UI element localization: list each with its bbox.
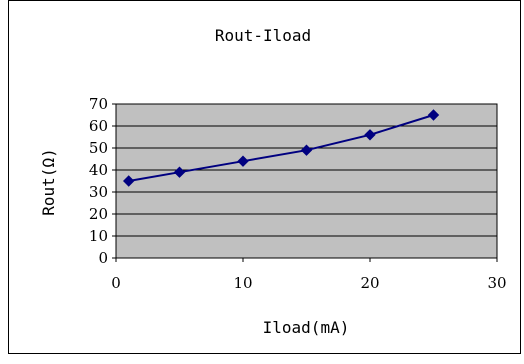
data-point — [427, 109, 440, 121]
data-point — [173, 166, 186, 178]
x-axis-label: Iload(mA) — [263, 318, 350, 337]
x-tick-label: 10 — [233, 274, 252, 292]
y-tick-label: 50 — [89, 139, 108, 157]
data-point — [364, 129, 376, 141]
data-point — [300, 144, 313, 156]
y-tick-label: 10 — [89, 227, 108, 245]
data-point — [122, 175, 135, 187]
y-tick-label: 0 — [98, 249, 108, 267]
y-tick-label: 40 — [89, 161, 108, 179]
series-line-0 — [128, 114, 434, 182]
y-tick-label: 60 — [89, 117, 108, 135]
y-tick-label: 30 — [89, 183, 108, 201]
chart-title: Rout-Iload — [215, 26, 311, 45]
y-axis-label: Rout(Ω) — [39, 148, 58, 215]
x-tick-labels: 0 10 20 30 — [111, 258, 507, 292]
x-tick-label: 30 — [487, 274, 506, 292]
plot-area — [115, 103, 498, 259]
y-tick-label: 20 — [89, 205, 108, 223]
x-tick-label: 0 — [111, 274, 121, 292]
x-tick-label: 20 — [360, 274, 379, 292]
data-point — [237, 155, 249, 167]
y-tick-labels: 0 10 20 30 40 50 60 70 — [89, 95, 116, 267]
data-series — [122, 109, 440, 187]
y-tick-label: 70 — [89, 95, 108, 113]
